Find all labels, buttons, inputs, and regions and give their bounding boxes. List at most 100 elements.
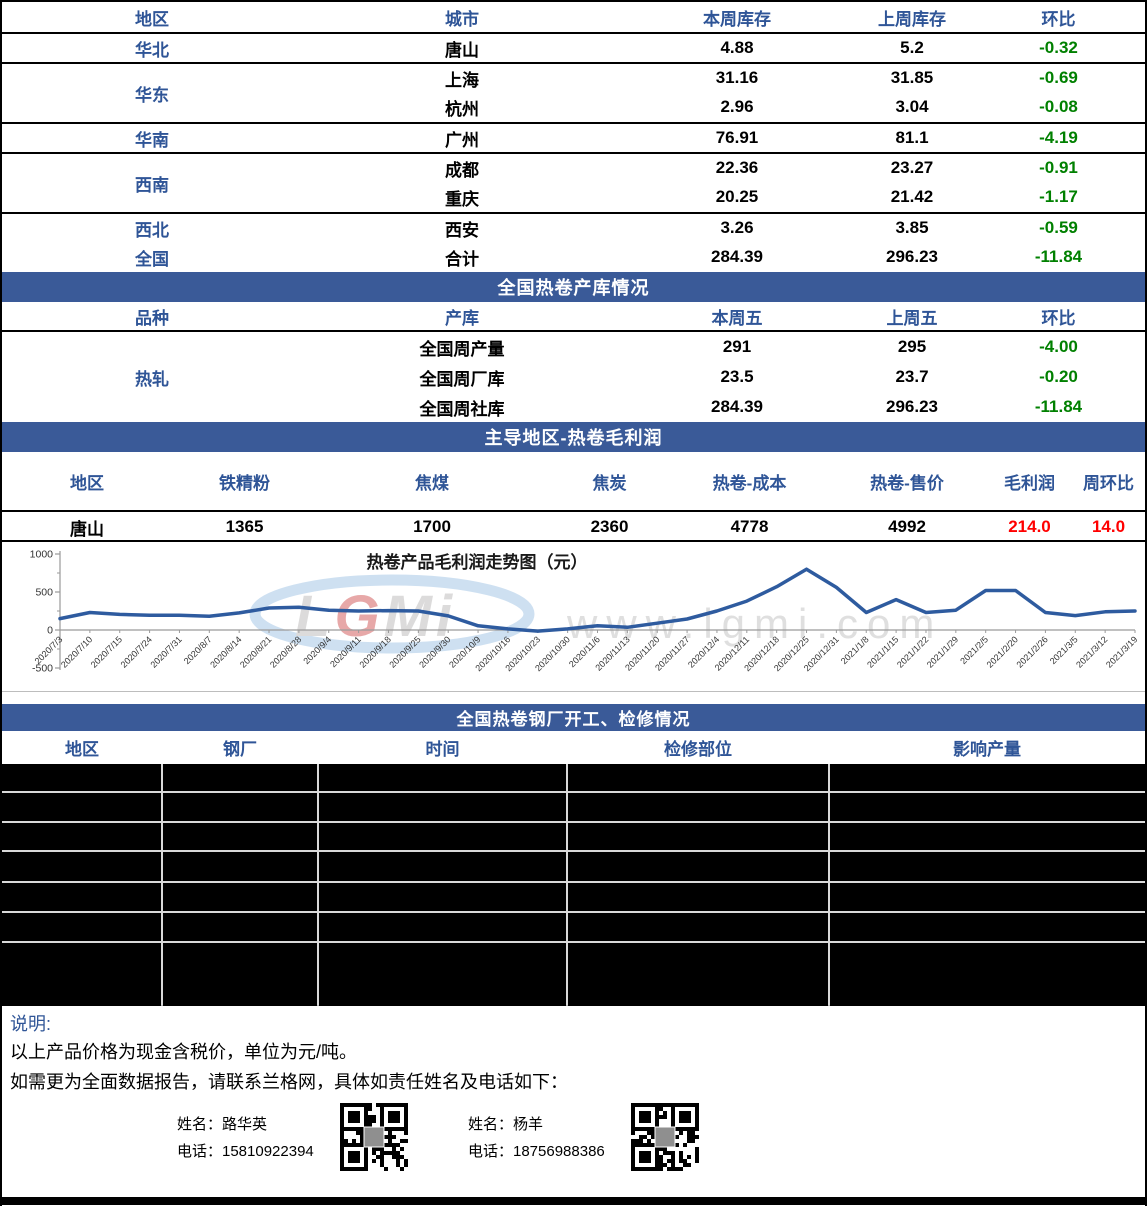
redacted-cell <box>830 764 1145 791</box>
profit-cell: 214.0 <box>1008 517 1051 536</box>
redacted-cell <box>568 883 828 911</box>
redacted-cell <box>568 943 828 1006</box>
value-cell: 291 <box>722 337 752 356</box>
col-header-mill: 钢厂 <box>223 740 257 759</box>
region-cell: 华南 <box>2 122 302 152</box>
x-tick-label: 2021/2/20 <box>985 634 1020 669</box>
redacted-cell <box>2 764 161 791</box>
col-header-last-week: 上周库存 <box>878 9 946 29</box>
col-header-last-friday: 上周五 <box>852 302 972 332</box>
change-cell: -0.59 <box>972 212 1145 242</box>
col-header-region: 地区 <box>135 9 169 29</box>
line-chart-canvas: LGMi www.lgmi.com 热卷产品毛利润走势图（元） 1000 500 0… <box>30 549 1140 675</box>
redacted-cell <box>568 823 828 850</box>
redacted-cell <box>830 913 1145 941</box>
value-cell: 284.39 <box>711 247 763 266</box>
profit-line-series <box>58 567 1137 633</box>
redacted-cell <box>568 793 828 821</box>
redacted-cell <box>319 793 566 821</box>
label-cell: 全国周社库 <box>419 399 505 419</box>
col-header-this-friday: 本周五 <box>622 302 852 332</box>
value-cell: 21.42 <box>890 187 934 206</box>
value-cell: 23.5 <box>720 367 754 386</box>
change-cell: -4.19 <box>972 122 1145 152</box>
wow-cell: 14.0 <box>1091 517 1126 536</box>
col-header-region: 地区 <box>65 740 99 759</box>
section-banner-production: 全国热卷产库情况 <box>2 272 1145 302</box>
value-cell: 295 <box>897 337 927 356</box>
value-cell: 2.96 <box>720 97 754 116</box>
redacted-cell <box>319 913 566 941</box>
col-header-price: 热卷-售价 <box>827 452 987 512</box>
redacted-cell <box>163 764 317 791</box>
change-cell: -0.91 <box>972 152 1145 182</box>
redacted-cell <box>163 793 317 821</box>
production-table: 品种 产库 本周五 上周五 环比 热轧 全国周产量 291 295 -4.00 … <box>2 302 1145 422</box>
x-tick-label: 2021/2/26 <box>1014 634 1049 669</box>
col-header-change: 环比 <box>1041 9 1076 29</box>
lgmi-watermark: LGMi www.lgmi.com <box>249 574 934 654</box>
col-header-city: 城市 <box>445 9 479 29</box>
maintenance-table-redacted <box>2 764 1145 1006</box>
redacted-cell <box>830 823 1145 850</box>
section-banner-profit: 主导地区-热卷毛利润 <box>2 422 1145 452</box>
city-cell: 重庆 <box>445 189 479 209</box>
footer-notes: 说明: 以上产品价格为现金含税价，单位为元/吨。 如需更为全面数据报告，请联系兰… <box>2 1006 1145 1197</box>
redacted-cell <box>163 883 317 911</box>
value-cell: 4.88 <box>622 32 852 62</box>
redacted-cell <box>2 852 161 881</box>
value-cell: 76.91 <box>622 122 852 152</box>
city-cell: 唐山 <box>302 32 622 62</box>
city-cell: 合计 <box>445 249 479 269</box>
contact-block: 姓名：路华英 电话：15810922394 <box>177 1103 408 1171</box>
city-cell: 广州 <box>302 122 622 152</box>
value-cell: 81.1 <box>852 122 972 152</box>
qr-code <box>631 1103 699 1171</box>
col-header-iron-ore: 铁精粉 <box>172 452 317 512</box>
bottom-black-bar <box>2 1197 1145 1205</box>
col-header-cost: 热卷-成本 <box>672 452 827 512</box>
city-cell: 成都 <box>302 152 622 182</box>
label-cell: 全国周厂库 <box>419 369 505 389</box>
qr-code <box>340 1103 408 1171</box>
contact-name: 姓名：路华英 <box>177 1116 268 1133</box>
redacted-cell <box>163 852 317 881</box>
value-cell: 4992 <box>888 517 926 536</box>
change-cell: -4.00 <box>1039 337 1078 356</box>
value-cell: 31.16 <box>622 62 852 92</box>
redacted-cell <box>830 793 1145 821</box>
col-header-part: 检修部位 <box>664 740 732 759</box>
x-tick-label: 2020/7/15 <box>89 634 124 669</box>
redacted-cell <box>163 943 317 1006</box>
y-tick-label: 0 <box>47 625 53 637</box>
value-cell: 3.85 <box>852 212 972 242</box>
redacted-cell <box>568 852 828 881</box>
y-tick-label: 1000 <box>30 549 54 561</box>
col-header-this-week: 本周库存 <box>703 9 771 29</box>
redacted-cell <box>319 823 566 850</box>
change-cell: -11.84 <box>1034 247 1083 266</box>
variety-cell: 热轧 <box>135 369 169 389</box>
change-cell: -1.17 <box>1039 187 1078 206</box>
redacted-cell <box>319 943 566 1006</box>
note-line-2: 如需更为全面数据报告，请联系兰格网，具体如责任姓名及电话如下： <box>10 1072 568 1092</box>
value-cell: 2360 <box>590 517 629 536</box>
profit-table: 地区 铁精粉 焦煤 焦炭 热卷-成本 热卷-售价 毛利润 周环比 唐山 1365… <box>2 452 1145 542</box>
x-tick-label: 2021/3/12 <box>1074 634 1109 669</box>
value-cell: 23.27 <box>852 152 972 182</box>
col-header-profit: 毛利润 <box>987 452 1072 512</box>
y-tick-label: -500 <box>32 663 53 675</box>
change-cell: -0.32 <box>972 32 1145 62</box>
col-header-variety: 品种 <box>2 302 302 332</box>
col-header-region: 地区 <box>2 452 172 512</box>
value-cell: 5.2 <box>852 32 972 62</box>
x-tick-label: 2020/7/24 <box>119 634 154 669</box>
redacted-cell <box>319 764 566 791</box>
col-header-change: 环比 <box>972 302 1145 332</box>
value-cell: 4778 <box>730 517 769 536</box>
change-cell: -0.69 <box>972 62 1145 92</box>
col-header-time: 时间 <box>425 740 460 759</box>
change-cell: -11.84 <box>1034 397 1083 416</box>
change-cell: -0.20 <box>1039 367 1078 386</box>
region-cell: 唐山 <box>70 519 104 539</box>
